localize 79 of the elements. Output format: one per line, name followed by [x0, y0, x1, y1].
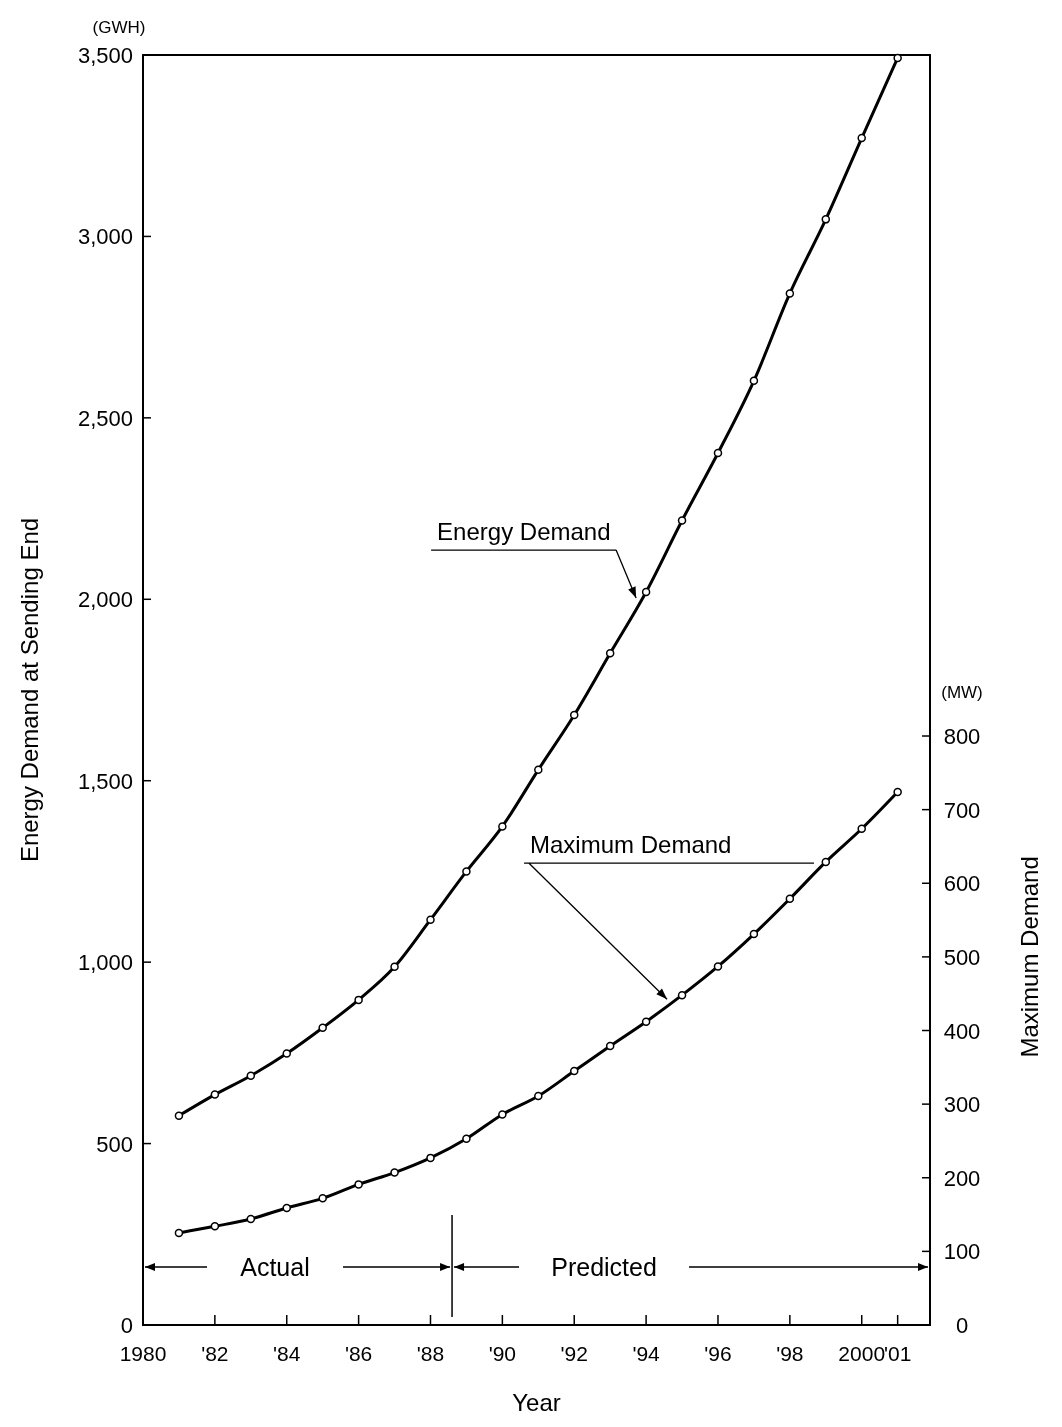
y-tick-label: 2,000: [77, 587, 133, 613]
y2-tick-label: 400: [943, 1018, 981, 1044]
point: [318, 1023, 327, 1033]
y-axis-title: Energy Demand at Sending End: [16, 517, 43, 863]
y2-tick-label: 200: [943, 1165, 981, 1191]
point: [462, 867, 471, 876]
point: [498, 1110, 507, 1119]
point: [174, 1111, 184, 1120]
y2-tick-label: 600: [943, 871, 981, 897]
point: [534, 765, 543, 775]
text: (GWH): [92, 18, 146, 37]
x-tick-label: '94: [632, 1342, 661, 1365]
point: [534, 1091, 543, 1101]
point: [605, 649, 615, 658]
x-tick-label: '92: [560, 1342, 588, 1365]
y2-tick-label: 800: [943, 724, 981, 750]
y2-axis-title: Maximum Demand: [1016, 856, 1043, 1058]
point: [893, 787, 902, 797]
y2-tick-label: 300: [943, 1092, 981, 1118]
point: [174, 1228, 184, 1238]
y-tick-label: 500: [96, 1131, 133, 1157]
point: [354, 995, 363, 1005]
point: [857, 824, 866, 834]
point: [282, 1049, 291, 1058]
y-tick-label: 3,000: [77, 224, 133, 250]
y2-tick-label: 100: [943, 1239, 981, 1265]
x-tick-label: 2000: [838, 1342, 886, 1365]
point: [857, 133, 866, 143]
point: [318, 1194, 327, 1203]
point: [749, 376, 759, 386]
text: Maximum Demand: [530, 831, 732, 859]
point: [569, 1066, 579, 1076]
point: [426, 915, 435, 924]
y-tick-label: 2,500: [77, 405, 133, 431]
point: [354, 1180, 363, 1189]
y2-tick-label: 700: [943, 797, 981, 823]
y-tick-label: 1,500: [77, 768, 133, 794]
y-tick-label: 0: [120, 1313, 133, 1338]
point: [821, 857, 831, 867]
point: [641, 1017, 651, 1026]
x-tick-label: '98: [776, 1342, 804, 1365]
y2-tick-label: 0: [955, 1313, 969, 1338]
x-tick-label: 1980: [119, 1342, 167, 1365]
point: [246, 1071, 256, 1080]
point: [677, 516, 687, 525]
text: Energy Demand: [437, 518, 611, 546]
x-axis-title: Year: [512, 1389, 561, 1416]
point: [246, 1214, 256, 1224]
point: [210, 1222, 220, 1231]
point: [282, 1203, 291, 1213]
point: [462, 1134, 471, 1143]
annotation: Predicted: [551, 1253, 657, 1281]
point: [390, 962, 399, 972]
point: [749, 929, 759, 939]
point: [390, 1168, 399, 1177]
x-tick-label: '82: [201, 1342, 229, 1365]
x-tick-label: '86: [344, 1342, 373, 1365]
x-tick-label: '90: [488, 1342, 517, 1365]
point: [605, 1041, 615, 1051]
point: [426, 1153, 435, 1163]
y-tick-label: 1,000: [77, 950, 133, 976]
y2-tick-label: 500: [943, 944, 981, 970]
annotation: Actual: [240, 1253, 310, 1281]
text: (MW): [941, 683, 983, 703]
point: [641, 587, 651, 597]
point: [677, 990, 687, 1000]
x-tick-label: '96: [704, 1342, 732, 1365]
point: [785, 894, 795, 903]
point: [210, 1090, 220, 1099]
point: [569, 710, 579, 720]
point: [713, 448, 723, 458]
point: [785, 289, 795, 298]
point: [498, 822, 507, 831]
point: [821, 215, 831, 224]
y-tick-label: 3,500: [77, 43, 133, 68]
point: [893, 53, 902, 63]
x-tick-label: '84: [273, 1342, 301, 1365]
x-tick-label: '88: [416, 1342, 445, 1365]
point: [713, 962, 723, 971]
